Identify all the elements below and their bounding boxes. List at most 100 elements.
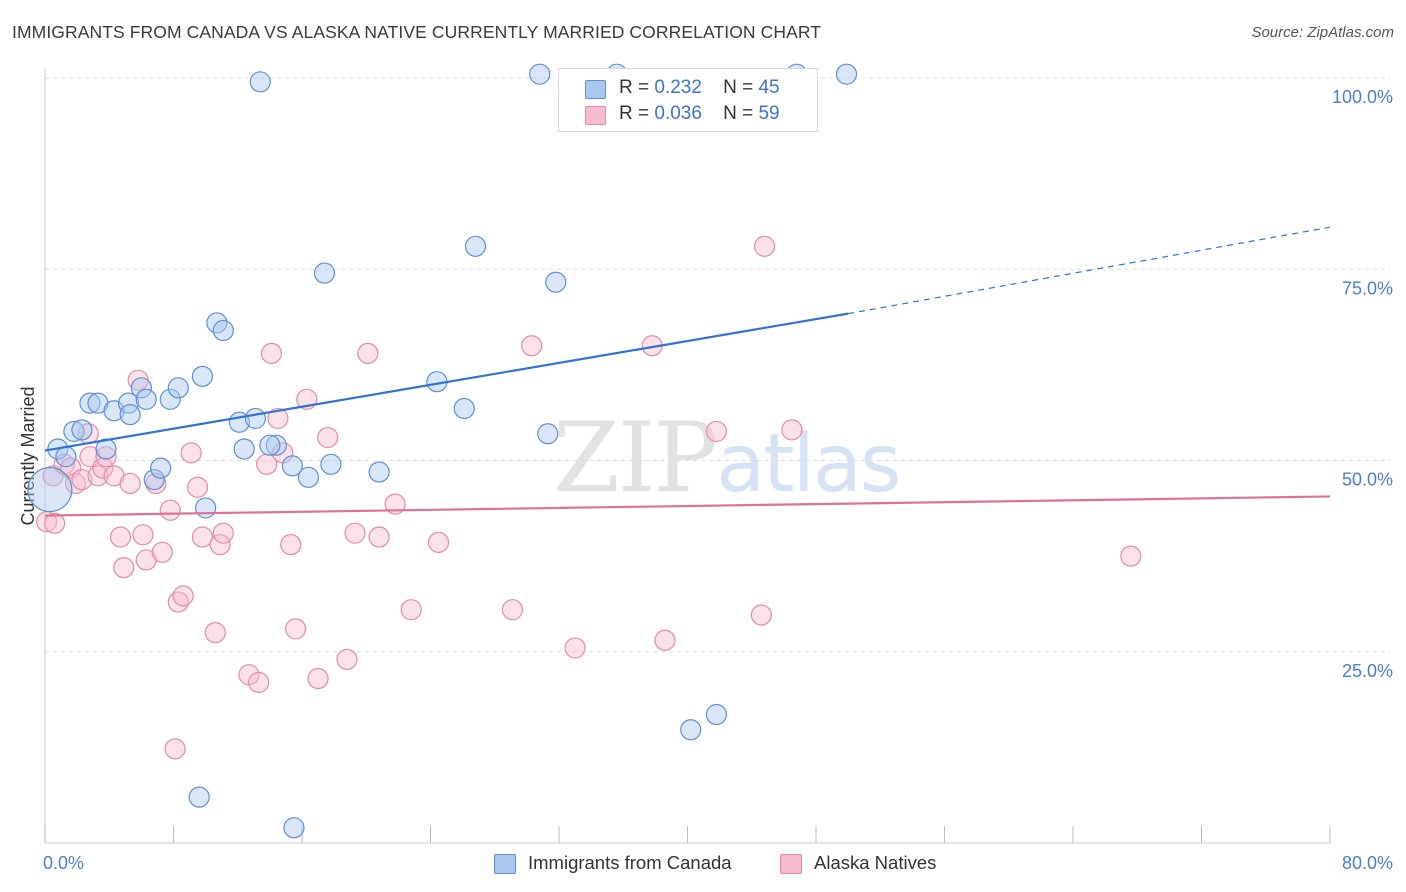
legend-r-value-alaska: 0.036 <box>654 103 702 124</box>
data-point-alaska <box>1120 545 1142 567</box>
chart-source: Source: ZipAtlas.com <box>1251 24 1394 41</box>
data-point-alaska <box>705 420 728 443</box>
data-point-alaska <box>204 622 226 644</box>
correlation-legend: R = 0.232 N = 45 R = 0.036 N = 59 <box>558 68 818 132</box>
data-point-canada <box>188 786 210 808</box>
data-point-alaska <box>267 407 289 430</box>
data-point-canada <box>130 377 152 399</box>
data-point-alaska <box>151 541 173 563</box>
data-point-canada <box>283 817 305 839</box>
data-point-alaska <box>42 465 64 487</box>
data-point-canada <box>464 235 487 257</box>
data-point-alaska <box>427 531 450 553</box>
data-point-canada <box>27 466 73 513</box>
data-point-alaska <box>750 604 772 626</box>
legend-swatch-canada <box>585 80 606 99</box>
y-tick-label: 75.0% <box>1342 278 1393 298</box>
legend-r-value-canada: 0.232 <box>654 77 702 98</box>
data-point-alaska <box>654 629 676 651</box>
y-tick-label: 25.0% <box>1342 661 1393 681</box>
x-tick-label: 80.0% <box>1342 853 1393 873</box>
data-point-canada <box>233 438 255 460</box>
data-point-canada <box>167 377 189 399</box>
legend-n-value-alaska: 59 <box>758 103 780 124</box>
data-point-alaska <box>307 667 329 690</box>
data-point-alaska <box>248 671 270 693</box>
data-point-canada <box>545 271 567 293</box>
data-point-alaska <box>564 637 586 659</box>
data-point-alaska <box>180 442 202 464</box>
data-point-canada <box>135 388 157 410</box>
data-point-alaska <box>336 648 358 671</box>
data-point-canada <box>244 407 267 430</box>
data-point-canada <box>119 404 141 426</box>
data-point-canada <box>150 457 172 479</box>
watermark-atlas: atlas <box>716 417 901 510</box>
x-tick-label: 0.0% <box>43 853 84 873</box>
data-point-canada <box>537 423 559 445</box>
legend-text-alaska: R = 0.036 N = 59 <box>619 103 780 125</box>
data-point-canada <box>281 455 303 477</box>
data-point-canada <box>680 719 702 741</box>
legend-text-canada: R = 0.232 N = 45 <box>619 77 780 99</box>
data-point-alaska <box>384 493 406 515</box>
data-point-alaska <box>284 618 307 640</box>
y-tick-label: 100.0% <box>1332 87 1393 107</box>
data-point-canada <box>95 438 117 460</box>
trend-line-extension-canada <box>848 226 1331 315</box>
data-point-alaska <box>44 512 66 534</box>
data-point-alaska <box>753 235 776 257</box>
data-point-canada <box>55 446 77 468</box>
watermark: ZIPatlas <box>553 402 902 514</box>
legend-swatch-alaska <box>585 106 606 125</box>
data-point-canada <box>453 397 475 420</box>
legend-r-label: R = <box>619 103 650 124</box>
data-point-canada <box>195 497 217 519</box>
data-point-canada <box>297 466 320 488</box>
legend-n-value-canada: 45 <box>758 77 780 98</box>
data-point-alaska <box>119 472 141 495</box>
data-point-canada <box>368 461 390 483</box>
data-point-alaska <box>344 522 366 544</box>
bottom-legend-label-canada: Immigrants from Canada <box>528 852 732 873</box>
data-point-canada <box>259 434 281 456</box>
data-point-canada <box>835 63 858 85</box>
data-point-canada <box>212 319 234 342</box>
data-point-alaska <box>159 499 181 521</box>
legend-n-label: N = <box>723 103 754 124</box>
bottom-legend-label-alaska: Alaska Natives <box>814 852 937 873</box>
data-point-alaska <box>132 524 154 546</box>
data-point-canada <box>320 453 342 475</box>
data-point-alaska <box>71 469 93 491</box>
data-point-alaska <box>212 522 234 544</box>
data-point-canada <box>159 388 181 410</box>
data-point-alaska <box>64 472 87 495</box>
watermark-zip: ZIP <box>553 402 718 514</box>
data-point-canada <box>249 71 271 93</box>
data-point-canada <box>529 63 551 85</box>
data-point-alaska <box>186 476 209 498</box>
data-point-alaska <box>95 446 117 468</box>
data-point-canada <box>313 262 336 284</box>
y-axis-label: Currently Married <box>18 386 38 525</box>
data-point-alaska <box>357 342 379 364</box>
legend-n-label: N = <box>723 77 754 98</box>
data-point-canada <box>705 703 728 726</box>
data-point-canada <box>191 365 214 387</box>
data-point-alaska <box>260 342 283 364</box>
data-point-alaska <box>164 738 186 760</box>
data-point-alaska <box>113 556 135 579</box>
data-point-alaska <box>521 335 543 357</box>
data-point-alaska <box>781 419 803 441</box>
bottom-legend-swatch-canada <box>494 854 516 874</box>
data-point-alaska <box>317 426 339 449</box>
data-point-alaska <box>368 526 390 548</box>
data-point-canada <box>79 392 101 414</box>
data-point-canada <box>265 434 287 456</box>
data-point-alaska <box>109 526 132 548</box>
data-point-alaska <box>191 526 214 548</box>
trend-line-alaska <box>44 495 1331 517</box>
chart-title: IMMIGRANTS FROM CANADA VS ALASKA NATIVE … <box>12 22 822 42</box>
data-point-alaska <box>172 585 194 607</box>
